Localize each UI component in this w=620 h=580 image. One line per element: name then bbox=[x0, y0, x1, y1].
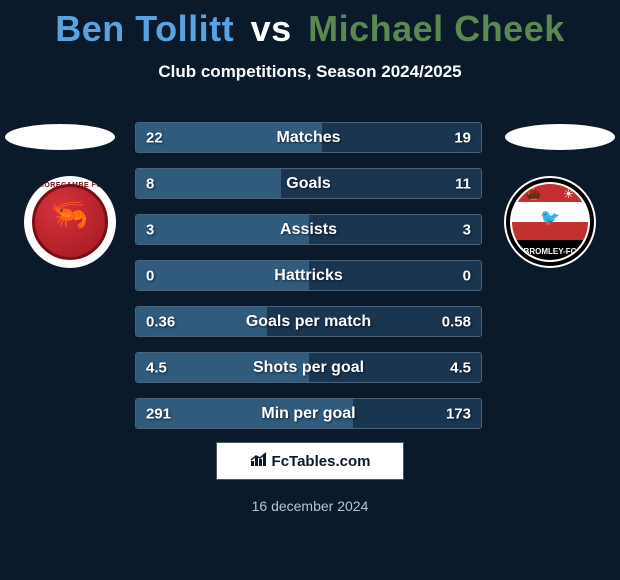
fctables-logo: FcTables.com bbox=[250, 451, 371, 471]
stat-value-right: 19 bbox=[454, 129, 471, 146]
player2-name: Michael Cheek bbox=[308, 8, 565, 49]
stat-row: 8 Goals 11 bbox=[135, 168, 482, 199]
stat-row: 291 Min per goal 173 bbox=[135, 398, 482, 429]
vs-text: vs bbox=[251, 8, 292, 49]
player1-name: Ben Tollitt bbox=[55, 8, 234, 49]
stat-label: Assists bbox=[280, 221, 337, 239]
chart-icon bbox=[250, 451, 268, 471]
fctables-logo-box: FcTables.com bbox=[216, 442, 404, 480]
stat-value-left: 0 bbox=[146, 267, 154, 284]
stat-label: Min per goal bbox=[261, 405, 355, 423]
stat-row: 3 Assists 3 bbox=[135, 214, 482, 245]
stat-value-left: 291 bbox=[146, 405, 171, 422]
comparison-title: Ben Tollitt vs Michael Cheek bbox=[0, 0, 620, 50]
morecambe-fc-crest: MORECAMBE FC 🦐 bbox=[24, 176, 116, 268]
stat-value-right: 0.58 bbox=[442, 313, 471, 330]
bromley-fc-crest: 🌰 ☀ 🐦 BROMLEY-FC bbox=[504, 176, 596, 268]
date-text: 16 december 2024 bbox=[0, 498, 620, 514]
raven-icon: 🐦 bbox=[540, 208, 560, 228]
stat-row: 22 Matches 19 bbox=[135, 122, 482, 153]
stat-row: 0 Hattricks 0 bbox=[135, 260, 482, 291]
stat-value-left: 22 bbox=[146, 129, 163, 146]
stat-value-right: 11 bbox=[455, 175, 471, 192]
stat-label: Hattricks bbox=[274, 267, 342, 285]
stat-value-left: 8 bbox=[146, 175, 154, 192]
stat-value-right: 3 bbox=[463, 221, 471, 238]
crest-right-bottom-text: BROMLEY-FC bbox=[512, 247, 588, 256]
stat-row: 0.36 Goals per match 0.58 bbox=[135, 306, 482, 337]
shadow-oval-right bbox=[505, 124, 615, 150]
shadow-oval-left bbox=[5, 124, 115, 150]
stat-label: Matches bbox=[276, 129, 340, 147]
stat-value-right: 0 bbox=[463, 267, 471, 284]
stat-label: Shots per goal bbox=[253, 359, 364, 377]
stat-value-left: 3 bbox=[146, 221, 154, 238]
stat-label: Goals bbox=[286, 175, 330, 193]
stat-value-right: 4.5 bbox=[450, 359, 471, 376]
acorn-icon: 🌰 bbox=[526, 187, 541, 201]
stat-value-left: 4.5 bbox=[146, 359, 167, 376]
stat-bar-left bbox=[136, 169, 281, 198]
stats-container: 22Matches198Goals113Assists30Hattricks00… bbox=[135, 122, 482, 444]
competition-subtitle: Club competitions, Season 2024/2025 bbox=[0, 62, 620, 82]
shrimp-icon: 🦐 bbox=[51, 198, 88, 233]
stat-value-left: 0.36 bbox=[146, 313, 175, 330]
stat-value-right: 173 bbox=[446, 405, 471, 422]
sun-icon: ☀ bbox=[563, 187, 574, 201]
brand-text: FcTables.com bbox=[272, 453, 371, 470]
stat-label: Goals per match bbox=[246, 313, 371, 331]
stat-row: 4.5 Shots per goal 4.5 bbox=[135, 352, 482, 383]
